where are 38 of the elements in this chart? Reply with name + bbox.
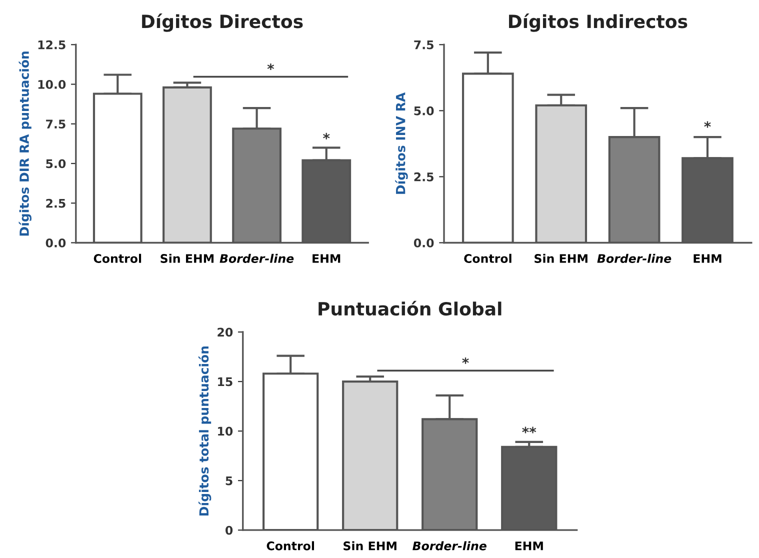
x-tick-label: Sin EHM [344,541,396,550]
x-tick-label: Border-line [412,541,486,550]
y-axis-title: Dígitos INV RA [395,92,408,194]
x-tick-label: Border-line [597,254,672,263]
y-tick-label: 5.0 [414,106,434,116]
x-tick-label: EHM [515,542,543,550]
chart-title: Dígitos Directos [142,14,303,32]
annotation: * [704,121,711,128]
y-tick-label: 7.5 [414,40,434,50]
x-tick-label: Border-line [220,254,294,263]
y-tick-label: 2.5 [46,198,66,208]
chart-title: Dígitos Indirectos [509,14,688,32]
x-tick-label: Sin EHM [160,254,214,263]
y-tick-label: 10 [218,426,233,436]
x-tick-label: EHM [694,254,722,263]
y-tick-label: 2.5 [414,172,434,182]
y-axis-title: Dígitos total puntuación [198,346,212,516]
x-tick-label: EHM [312,254,340,263]
y-tick-label: 0.0 [46,238,66,248]
y-tick-label: 20 [218,328,233,337]
annotation: ** [522,426,536,434]
x-tick-label: Control [464,254,512,263]
annotation: * [267,64,274,70]
x-tick-label: Control [266,541,314,550]
y-tick-label: 10.0 [38,80,66,89]
y-tick-label: 15 [218,377,232,386]
y-tick-label: 0 [226,526,233,535]
chart-title: Puntuación Global [318,300,502,316]
y-tick-label: 7.5 [46,120,66,129]
annotation: * [323,132,330,140]
x-tick-label: Control [94,254,142,263]
y-axis-title: Dígitos DIR RA puntuación [18,52,32,236]
x-tick-label: Sin EHM [534,254,588,263]
annotation: * [462,357,469,364]
y-tick-label: 0.0 [414,238,434,248]
y-tick-label: 5 [226,476,232,486]
y-tick-label: 5.0 [46,159,66,168]
y-tick-label: 12.5 [38,40,66,50]
